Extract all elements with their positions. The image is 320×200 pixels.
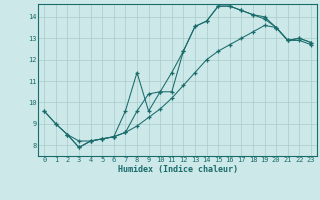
- X-axis label: Humidex (Indice chaleur): Humidex (Indice chaleur): [118, 165, 238, 174]
